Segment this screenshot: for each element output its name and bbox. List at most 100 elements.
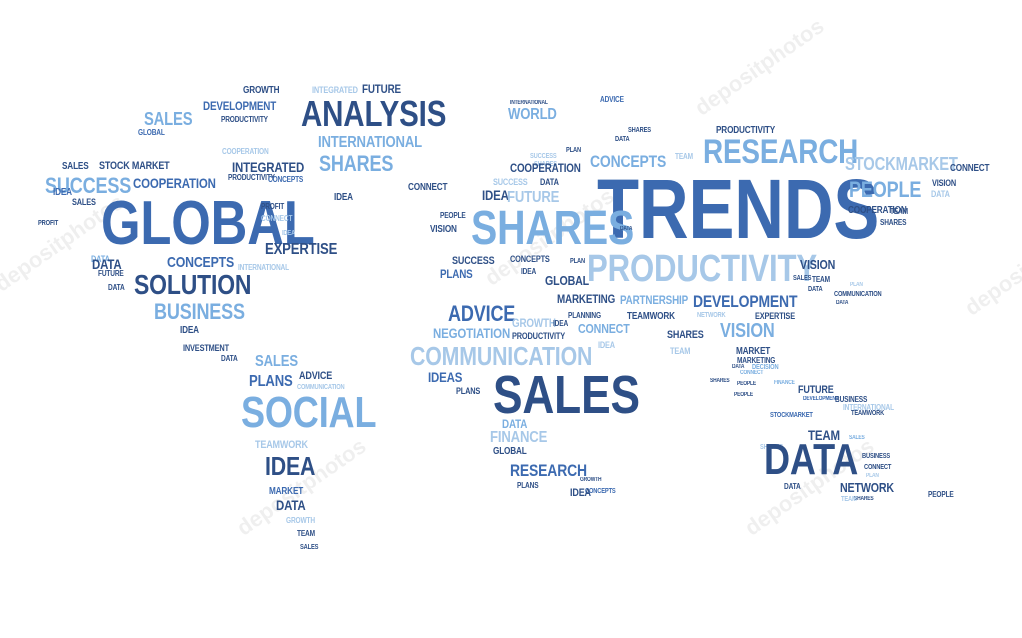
map-word: CONNECT [740, 370, 764, 376]
map-word: IDEA [334, 192, 353, 203]
map-word: GROWTH [286, 516, 315, 525]
map-word: PRODUCTIVITY [716, 125, 776, 136]
map-word: TEAM [675, 152, 693, 161]
map-word: STOCKMARKET [770, 412, 813, 419]
map-word: PEOPLE [734, 392, 753, 398]
map-word: IDEAS [428, 369, 463, 385]
map-word: SHARES [628, 127, 651, 134]
map-word: PEOPLE [928, 490, 954, 499]
map-word: PRODUCTIVITY [228, 173, 275, 182]
map-word: SUCCESS [452, 255, 495, 267]
map-word: INTERNATIONAL [318, 134, 423, 151]
map-word: SHARES [471, 202, 635, 255]
map-word: CONNECT [408, 182, 448, 193]
map-word: MARKETING [737, 356, 776, 365]
map-word: CONCEPTS [510, 254, 550, 264]
map-word: COOPERATION [848, 205, 907, 216]
map-word: EXPERTISE [755, 311, 795, 321]
map-word: COMMUNICATION [297, 384, 345, 391]
map-word: SUCCESS [45, 173, 132, 198]
map-word: PLANS [249, 373, 293, 390]
map-word: TEAMWORK [851, 410, 885, 417]
map-word: GROWTH [580, 477, 602, 483]
map-word: INTEGRATED [232, 159, 305, 175]
map-word: ANALYSIS [301, 93, 447, 134]
map-word: BUSINESS [835, 395, 868, 404]
map-word: DATA [92, 256, 122, 272]
map-word: TEAM [812, 275, 830, 284]
map-word: IDEA [53, 187, 72, 198]
map-word: PLANS [440, 267, 473, 281]
map-word: INTERNATIONAL [238, 263, 289, 272]
watermark-text: depositphotos [690, 13, 829, 121]
map-word: FINANCE [774, 380, 795, 386]
map-word: COOPERATION [510, 161, 581, 175]
map-word: ADVICE [600, 95, 624, 104]
map-word: IDEA [282, 230, 296, 237]
map-word: PLANS [456, 386, 481, 396]
map-word: PLAN [570, 258, 585, 265]
map-word: IDEA [570, 487, 591, 499]
map-word: PARTNERSHIP [620, 293, 688, 307]
map-word: VISION [932, 178, 957, 188]
map-word: DATA [221, 354, 238, 363]
map-word: SALES [72, 197, 96, 207]
map-word: PEOPLE [737, 381, 756, 387]
map-word: SALES [144, 109, 193, 129]
map-word: COOPERATION [133, 175, 216, 191]
map-word: DEVELOPMENT [693, 292, 798, 311]
map-word: CONCEPTS [585, 488, 616, 495]
map-word: IDEA [553, 319, 569, 328]
map-word: VISION [800, 257, 836, 272]
map-word: CONCEPTS [167, 254, 235, 271]
map-word: CONCEPTS [590, 152, 667, 171]
watermark-text: depositphotos [960, 213, 1022, 321]
map-word: BUSINESS [862, 453, 891, 460]
map-word: SOLUTION [134, 269, 252, 300]
map-word: DATA [276, 497, 306, 513]
map-word: TEAMWORK [627, 311, 675, 322]
map-word: CONNECT [864, 464, 892, 471]
map-word: PRODUCTIVITY [221, 115, 268, 124]
map-word: DECISION [752, 364, 779, 371]
map-word: NEGOTIATION [433, 325, 511, 341]
map-word: IDEA [482, 187, 509, 203]
map-word: SALES [300, 544, 319, 551]
map-word: DEVELOPMENT [203, 99, 277, 113]
map-word: COMMUNICATION [410, 341, 593, 371]
map-word: PRODUCTIVITY [587, 248, 818, 290]
map-word: MARKET [736, 346, 771, 357]
map-word: FUTURE [507, 189, 560, 206]
map-word: TEAM [841, 496, 857, 503]
map-word: GLOBAL [101, 189, 315, 258]
map-word: DATA [808, 286, 823, 293]
map-word: DATA [784, 482, 801, 491]
map-word: SHARES [667, 329, 704, 341]
map-word: CONNECT [950, 163, 990, 174]
map-word: NETWORK [697, 312, 726, 319]
map-word: COOPERATION [222, 147, 269, 156]
map-word: FUTURE [98, 269, 124, 278]
map-word: RESEARCH [703, 133, 859, 171]
map-word: SOCIAL [241, 388, 377, 437]
map-word: INVESTMENT [183, 343, 229, 353]
map-word: SHARES [854, 496, 874, 502]
map-word: BUSINESS [154, 299, 245, 324]
map-word: DATA [615, 136, 630, 143]
map-word: NETWORK [840, 480, 894, 495]
map-word: IDEA [265, 451, 316, 481]
map-word: GLOBAL [545, 273, 590, 288]
map-word: CONNECT [261, 214, 293, 223]
map-word: VISION [430, 224, 457, 235]
map-word: SALES [849, 435, 865, 441]
map-word: FINANCE [490, 429, 548, 446]
map-word: IDEA [598, 340, 615, 350]
map-word: PLAN [566, 147, 581, 154]
map-word: DATA [764, 435, 859, 484]
map-word: DATA [91, 254, 110, 264]
map-word: INTEGRATED [312, 85, 358, 95]
map-word: PROFIT [38, 220, 59, 227]
map-word: CONCEPTS [268, 175, 304, 184]
map-word: RESEARCH [510, 461, 587, 480]
map-word: GLOBAL [138, 128, 165, 137]
